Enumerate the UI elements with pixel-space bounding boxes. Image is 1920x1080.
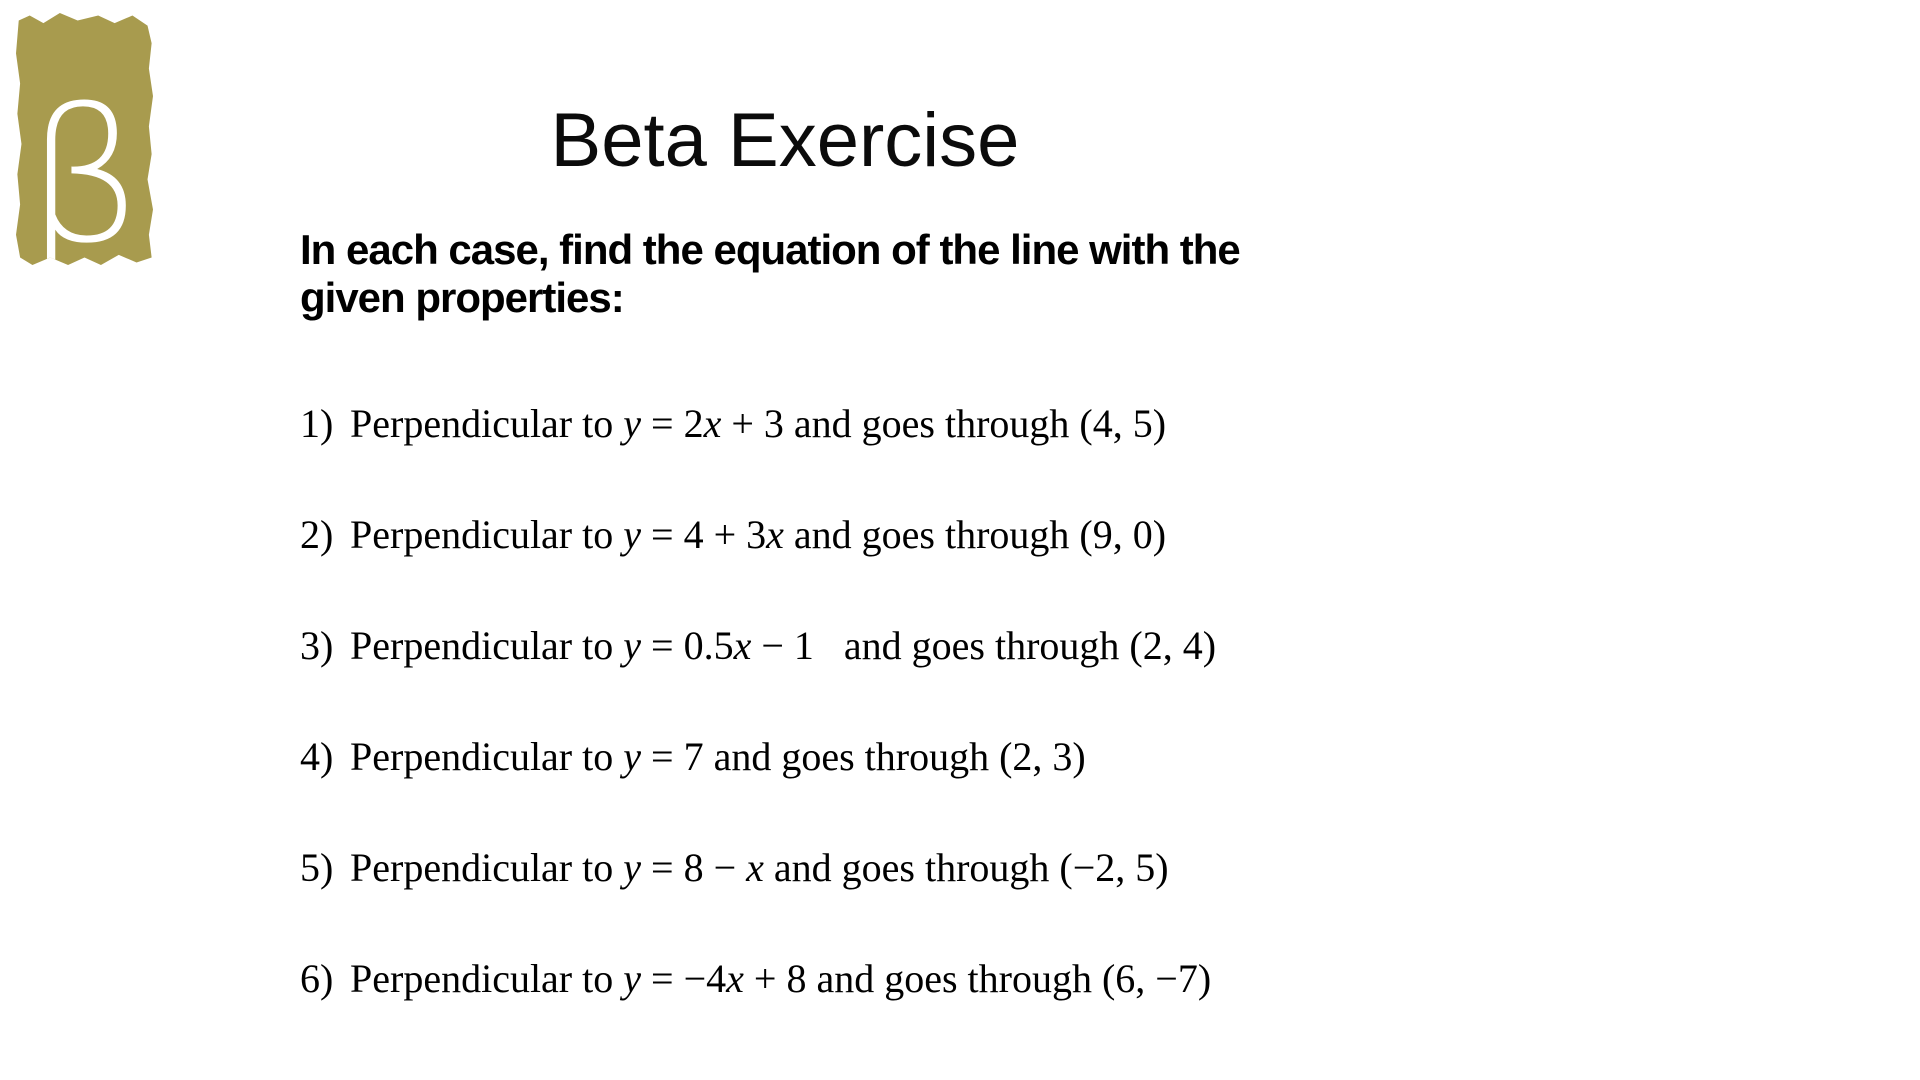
item-text-segment: Perpendicular to <box>350 956 624 1001</box>
item-text-segment: x <box>726 956 744 1001</box>
item-text-segment: = 0.5 <box>641 623 734 668</box>
exercise-item: 3) Perpendicular to y = 0.5x − 1 and goes… <box>300 620 1216 672</box>
item-text: Perpendicular to y = 4 + 3x and goes thr… <box>350 509 1166 561</box>
item-text-segment: = 4 + 3 <box>641 512 767 557</box>
exercise-item: 1) Perpendicular to y = 2x + 3 and goes t… <box>300 398 1216 450</box>
item-text-segment: and goes through (9, 0) <box>783 512 1167 557</box>
item-text-segment: y <box>623 512 642 557</box>
instruction-line-2: given properties: <box>300 274 625 321</box>
item-number: 4) <box>300 734 334 779</box>
exercise-item: 6) Perpendicular to y = −4x + 8 and goes … <box>300 953 1216 1005</box>
exercise-item: 2) Perpendicular to y = 4 + 3x and goes t… <box>300 509 1216 561</box>
item-text-segment: y <box>623 623 642 668</box>
item-text: Perpendicular to y = 2x + 3 and goes thr… <box>350 398 1166 450</box>
item-text: Perpendicular to y = 7 and goes through … <box>350 731 1086 783</box>
item-text-segment: = 7 and goes through (2, 3) <box>641 734 1086 779</box>
item-text-segment: x <box>703 401 722 446</box>
item-text-segment: Perpendicular to <box>350 845 624 890</box>
page-title: Beta Exercise <box>550 97 1020 183</box>
item-text-segment: − 1 and goes through (2, 4) <box>751 623 1217 668</box>
item-text-segment: x <box>766 512 784 557</box>
item-text-segment: = −4 <box>641 956 727 1001</box>
item-text-segment: + 3 and goes through (4, 5) <box>721 401 1167 446</box>
exercise-item: 4) Perpendicular to y = 7 and goes throug… <box>300 731 1216 783</box>
item-text-segment: Perpendicular to <box>350 623 624 668</box>
item-text: Perpendicular to y = −4x + 8 and goes th… <box>350 953 1211 1005</box>
item-text-segment: x <box>733 623 752 668</box>
exercise-list: 1) Perpendicular to y = 2x + 3 and goes t… <box>300 398 1216 1064</box>
item-text-segment: Perpendicular to <box>350 734 624 779</box>
item-number: 6) <box>300 956 334 1001</box>
beta-icon: β <box>25 68 144 284</box>
item-number: 2) <box>300 512 334 557</box>
item-text-segment: Perpendicular to <box>350 512 624 557</box>
item-text-segment: = 8 − <box>641 845 747 890</box>
item-text-segment: and goes through (−2, 5) <box>763 845 1169 890</box>
item-text-segment: y <box>623 845 642 890</box>
item-text-segment: y <box>623 956 642 1001</box>
item-number: 3) <box>300 623 334 668</box>
item-text-segment: = 2 <box>641 401 704 446</box>
instruction-line-1: In each case, find the equation of the l… <box>300 226 1241 273</box>
beta-logo: β <box>16 13 153 265</box>
item-number: 5) <box>300 845 334 890</box>
item-text-segment: x <box>746 845 764 890</box>
item-text-segment: + 8 and goes through (6, −7) <box>743 956 1212 1001</box>
item-number: 1) <box>300 401 334 446</box>
item-text-segment: Perpendicular to <box>350 401 624 446</box>
item-text-segment: y <box>623 401 642 446</box>
item-text: Perpendicular to y = 8 − x and goes thro… <box>350 842 1169 894</box>
instruction: In each case, find the equation of the l… <box>300 226 1241 322</box>
item-text-segment: y <box>623 734 642 779</box>
exercise-item: 5) Perpendicular to y = 8 − x and goes th… <box>300 842 1216 894</box>
item-text: Perpendicular to y = 0.5x − 1 and goes t… <box>350 620 1216 672</box>
